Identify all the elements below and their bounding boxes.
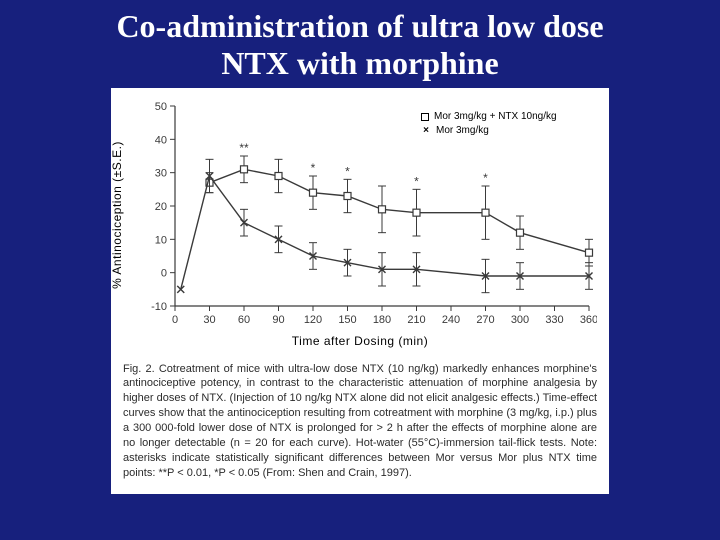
svg-text:-10: -10	[151, 301, 167, 313]
svg-text:10: 10	[155, 234, 167, 246]
svg-text:20: 20	[155, 201, 167, 213]
figure-panel: % Antinociception (±S.E.) -10 0 10 20 30 40 50…	[111, 88, 609, 495]
svg-text:120: 120	[304, 314, 322, 326]
y-axis-label: % Antinociception (±S.E.)	[110, 141, 124, 289]
svg-text:*: *	[483, 171, 488, 185]
svg-text:0: 0	[172, 314, 178, 326]
legend-label-1: Mor 3mg/kg + NTX 10ng/kg	[434, 111, 557, 122]
figure-caption: Fig. 2. Cotreatment of mice with ultra-l…	[123, 362, 597, 481]
x-marker-icon: ×	[421, 125, 431, 136]
svg-text:*: *	[414, 174, 419, 188]
svg-text:210: 210	[407, 314, 425, 326]
svg-text:30: 30	[203, 314, 215, 326]
svg-text:180: 180	[373, 314, 391, 326]
legend-item-1: Mor 3mg/kg + NTX 10ng/kg	[421, 110, 557, 124]
svg-text:90: 90	[272, 314, 284, 326]
svg-text:*: *	[311, 161, 316, 175]
svg-text:**: **	[239, 141, 249, 155]
svg-text:40: 40	[155, 134, 167, 146]
legend-label-2: Mor 3mg/kg	[436, 125, 489, 136]
svg-text:150: 150	[338, 314, 356, 326]
svg-text:360: 360	[580, 314, 597, 326]
chart-legend: Mor 3mg/kg + NTX 10ng/kg × Mor 3mg/kg	[421, 110, 557, 138]
svg-text:30: 30	[155, 167, 167, 179]
svg-text:240: 240	[442, 314, 460, 326]
svg-text:50: 50	[155, 101, 167, 113]
svg-text:270: 270	[476, 314, 494, 326]
svg-text:0: 0	[161, 267, 167, 279]
svg-text:330: 330	[545, 314, 563, 326]
title-line1: Co-administration of ultra low dose	[40, 8, 680, 45]
title-line2: NTX with morphine	[40, 45, 680, 82]
chart-area: % Antinociception (±S.E.) -1001020304050…	[123, 98, 597, 332]
svg-text:*: *	[345, 164, 350, 178]
x-axis-label: Time after Dosing (min)	[123, 334, 597, 348]
square-marker-icon	[421, 113, 429, 121]
legend-item-2: × Mor 3mg/kg	[421, 124, 557, 138]
svg-text:60: 60	[238, 314, 250, 326]
svg-text:300: 300	[511, 314, 529, 326]
slide-title: Co-administration of ultra low dose NTX …	[0, 0, 720, 88]
